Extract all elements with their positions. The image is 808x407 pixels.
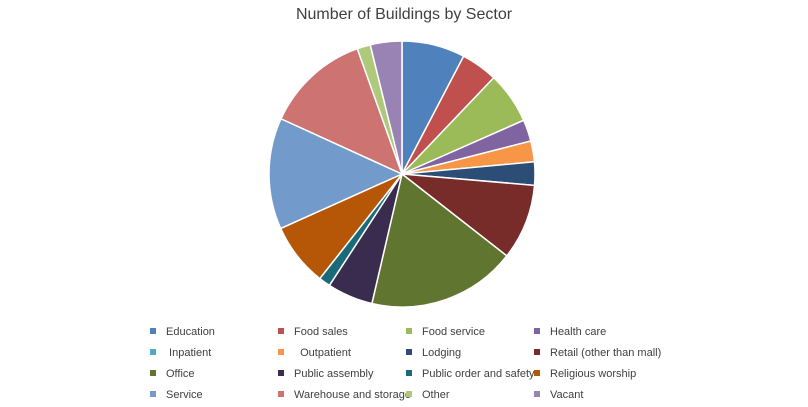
legend-label: Public order and safety: [422, 368, 535, 380]
legend-swatch-vacant: [534, 391, 540, 398]
legend-item-inpatient: Inpatient: [150, 343, 211, 363]
legend-label: Retail (other than mall): [550, 347, 662, 359]
legend-swatch-food-sales: [278, 328, 284, 335]
legend-label: Religious worship: [550, 368, 637, 380]
legend-label: Education: [166, 326, 215, 338]
legend-item-health-care: Health care: [534, 322, 606, 342]
legend-label: Public assembly: [294, 368, 374, 380]
legend-label: Food service: [422, 326, 485, 338]
legend-swatch-service: [150, 391, 156, 398]
legend-item-outpatient: Outpatient: [278, 343, 351, 363]
legend-swatch-public-assembly: [278, 370, 284, 377]
legend-label: Food sales: [294, 326, 348, 338]
legend-swatch-health-care: [534, 328, 540, 335]
legend-swatch-retail-other-than-mall: [534, 349, 540, 356]
legend-label: Lodging: [422, 347, 462, 359]
legend-swatch-education: [150, 328, 156, 335]
chart-title: Number of Buildings by Sector: [295, 6, 513, 23]
legend-item-office: Office: [150, 364, 195, 384]
legend-item-food-sales: Food sales: [278, 322, 348, 342]
legend-item-public-assembly: Public assembly: [278, 364, 373, 384]
legend-swatch-religious-worship: [534, 370, 540, 377]
legend-label: Inpatient: [166, 347, 212, 359]
legend-swatch-outpatient: [278, 349, 284, 356]
pie-slice-office: [370, 172, 508, 308]
legend-swatch-warehouse-and-storage: [278, 391, 284, 398]
legend-item-other: Other: [406, 385, 450, 405]
legend-item-lodging: Lodging: [406, 343, 461, 363]
legend-label: Health care: [550, 326, 607, 338]
legend-item-education: Education: [150, 322, 215, 342]
legend-swatch-other: [406, 391, 412, 398]
legend-item-vacant: Vacant: [534, 385, 583, 405]
pie-slice-warehouse-and-storage: [280, 47, 404, 176]
legend-swatch-public-order-and-safety: [406, 370, 412, 377]
legend-item-food-service: Food service: [406, 322, 485, 342]
legend-label: Office: [166, 368, 195, 380]
legend-swatch-lodging: [406, 349, 412, 356]
legend-item-service: Service: [150, 385, 203, 405]
legend-item-public-order-and-safety: Public order and safety: [406, 364, 535, 384]
legend-swatch-office: [150, 370, 156, 377]
legend-label: Outpatient: [294, 347, 351, 359]
legend-item-retail-other-than-mall: Retail (other than mall): [534, 343, 661, 363]
legend-label: Warehouse and storage: [294, 389, 411, 401]
legend-swatch-inpatient: [150, 349, 156, 356]
legend-item-warehouse-and-storage: Warehouse and storage: [278, 385, 411, 405]
legend-item-religious-worship: Religious worship: [534, 364, 636, 384]
pie-chart: [268, 40, 536, 308]
legend-label: Service: [166, 389, 203, 401]
pie-slice-vacant: [369, 40, 403, 175]
pie-slice-service: [268, 117, 404, 230]
legend-swatch-food-service: [406, 328, 412, 335]
legend-label: Other: [422, 389, 450, 401]
legend-label: Vacant: [550, 389, 584, 401]
